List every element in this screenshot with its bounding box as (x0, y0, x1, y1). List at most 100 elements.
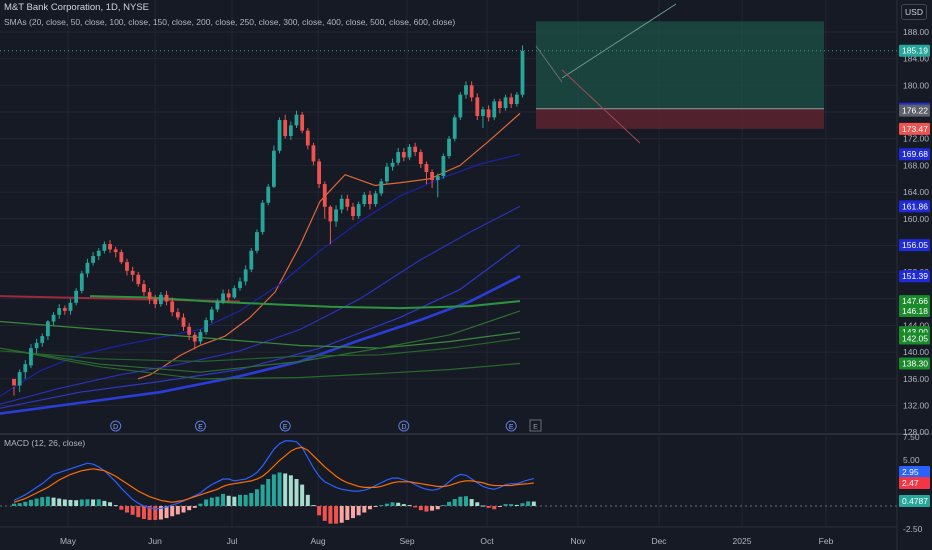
macd-histogram-bar (464, 496, 468, 506)
macd-histogram-bar (45, 496, 50, 506)
sma-indicator-legend[interactable]: SMAs (20, close, 50, close, 100, close, … (4, 17, 456, 27)
macd-badge-label: 2.95 (902, 467, 919, 477)
price-badge-label: 142.05 (902, 333, 928, 343)
candle-body (492, 101, 497, 118)
macd-histogram-bar (356, 506, 361, 516)
macd-histogram-bar (475, 502, 480, 506)
candle-body (390, 162, 395, 167)
macd-histogram-bar (23, 501, 28, 506)
candle-body (62, 308, 67, 311)
macd-histogram-bar (503, 504, 508, 506)
projection-line (561, 69, 641, 144)
price-badge (899, 357, 930, 370)
macd-badge-label: 0.4787 (902, 496, 928, 506)
macd-histogram-bar (520, 503, 525, 506)
macd-histogram-bar (119, 506, 124, 510)
macd-histogram-bar (407, 505, 412, 507)
price-badge-label: 161.86 (902, 201, 928, 211)
candle-body (159, 294, 163, 305)
macd-histogram-bar (305, 494, 310, 506)
candle-body (498, 101, 502, 109)
price-badge (899, 200, 930, 213)
macd-histogram-bar (435, 506, 440, 510)
macd-histogram-bar (531, 501, 536, 506)
candle-body (430, 172, 434, 181)
candle-body (418, 152, 423, 165)
macd-histogram-bar (317, 506, 322, 516)
candle-body (294, 114, 299, 126)
candle-body (17, 372, 22, 386)
macd-histogram-bar (271, 474, 276, 506)
macd-indicator-legend[interactable]: MACD (12, 26, close) (4, 438, 86, 448)
event-marker-label: E (283, 424, 288, 431)
candle-body (435, 176, 440, 181)
candle-body (113, 249, 118, 253)
macd-histogram-bar (351, 506, 355, 519)
macd-tick-label: 7.50 (903, 432, 920, 442)
price-badge-label: 147.66 (902, 296, 928, 306)
macd-signal-line (13, 446, 534, 503)
position-target-zone (536, 21, 824, 109)
candle-body (458, 94, 463, 118)
price-tick-label: 164.00 (903, 187, 929, 197)
candle-body (209, 309, 214, 321)
candle-body (368, 194, 372, 205)
macd-histogram-bar (215, 496, 220, 506)
time-tick-label: Nov (570, 536, 586, 546)
candle-body (356, 204, 361, 217)
event-marker-label: E (198, 424, 203, 431)
candle-body (147, 292, 152, 299)
candle-body (266, 186, 271, 203)
macd-badge-label: 2.47 (902, 478, 919, 488)
candle-body (221, 293, 225, 302)
candle-body (396, 152, 401, 163)
macd-histogram-bar (300, 484, 305, 506)
candle-body (311, 145, 316, 162)
macd-histogram-bar (102, 500, 107, 506)
candle-body (288, 125, 293, 137)
candle-body (345, 198, 350, 207)
macd-histogram-bar (181, 506, 186, 513)
macd-histogram-bar (288, 475, 293, 506)
candle-body (102, 244, 107, 251)
price-badge (899, 270, 930, 283)
candle-body (74, 290, 79, 303)
candle-body (379, 181, 384, 194)
macd-histogram-bar (283, 473, 288, 506)
macd-histogram-bar (192, 506, 197, 508)
candle-body (85, 262, 90, 274)
currency-button[interactable]: USD (901, 4, 927, 20)
time-tick-label: Dec (651, 536, 667, 546)
price-badge (899, 239, 930, 252)
candle-body (322, 184, 327, 207)
time-tick-label: Oct (480, 536, 494, 546)
candle-body (339, 198, 344, 210)
event-marker (529, 419, 542, 432)
macd-histogram-bar (390, 502, 395, 506)
macd-histogram-bar (362, 506, 367, 513)
candle-body (317, 161, 321, 185)
candle-body (40, 336, 45, 343)
price-badge (899, 304, 930, 317)
candle-body (255, 232, 259, 251)
candle-body (300, 114, 305, 131)
sma-line (0, 153, 521, 397)
candle-body (469, 85, 474, 98)
price-tick-label: 180.00 (903, 80, 929, 90)
candle-body (424, 164, 429, 173)
price-tick-label: 136.00 (903, 374, 929, 384)
candle-body (509, 97, 514, 105)
macd-histogram-bar (204, 499, 209, 506)
candle-body (23, 364, 28, 373)
macd-histogram-bar (345, 506, 350, 520)
macd-histogram-bar (497, 506, 502, 507)
candle-body (130, 270, 135, 275)
time-tick-label: 2025 (733, 536, 752, 546)
macd-histogram-bar (452, 499, 457, 506)
candle-body (204, 320, 208, 333)
sma-line (0, 244, 521, 409)
chart-title: M&T Bank Corporation, 1D, NYSE (4, 2, 150, 13)
price-badge-label: 169.68 (902, 149, 928, 159)
macd-badge (899, 495, 930, 507)
